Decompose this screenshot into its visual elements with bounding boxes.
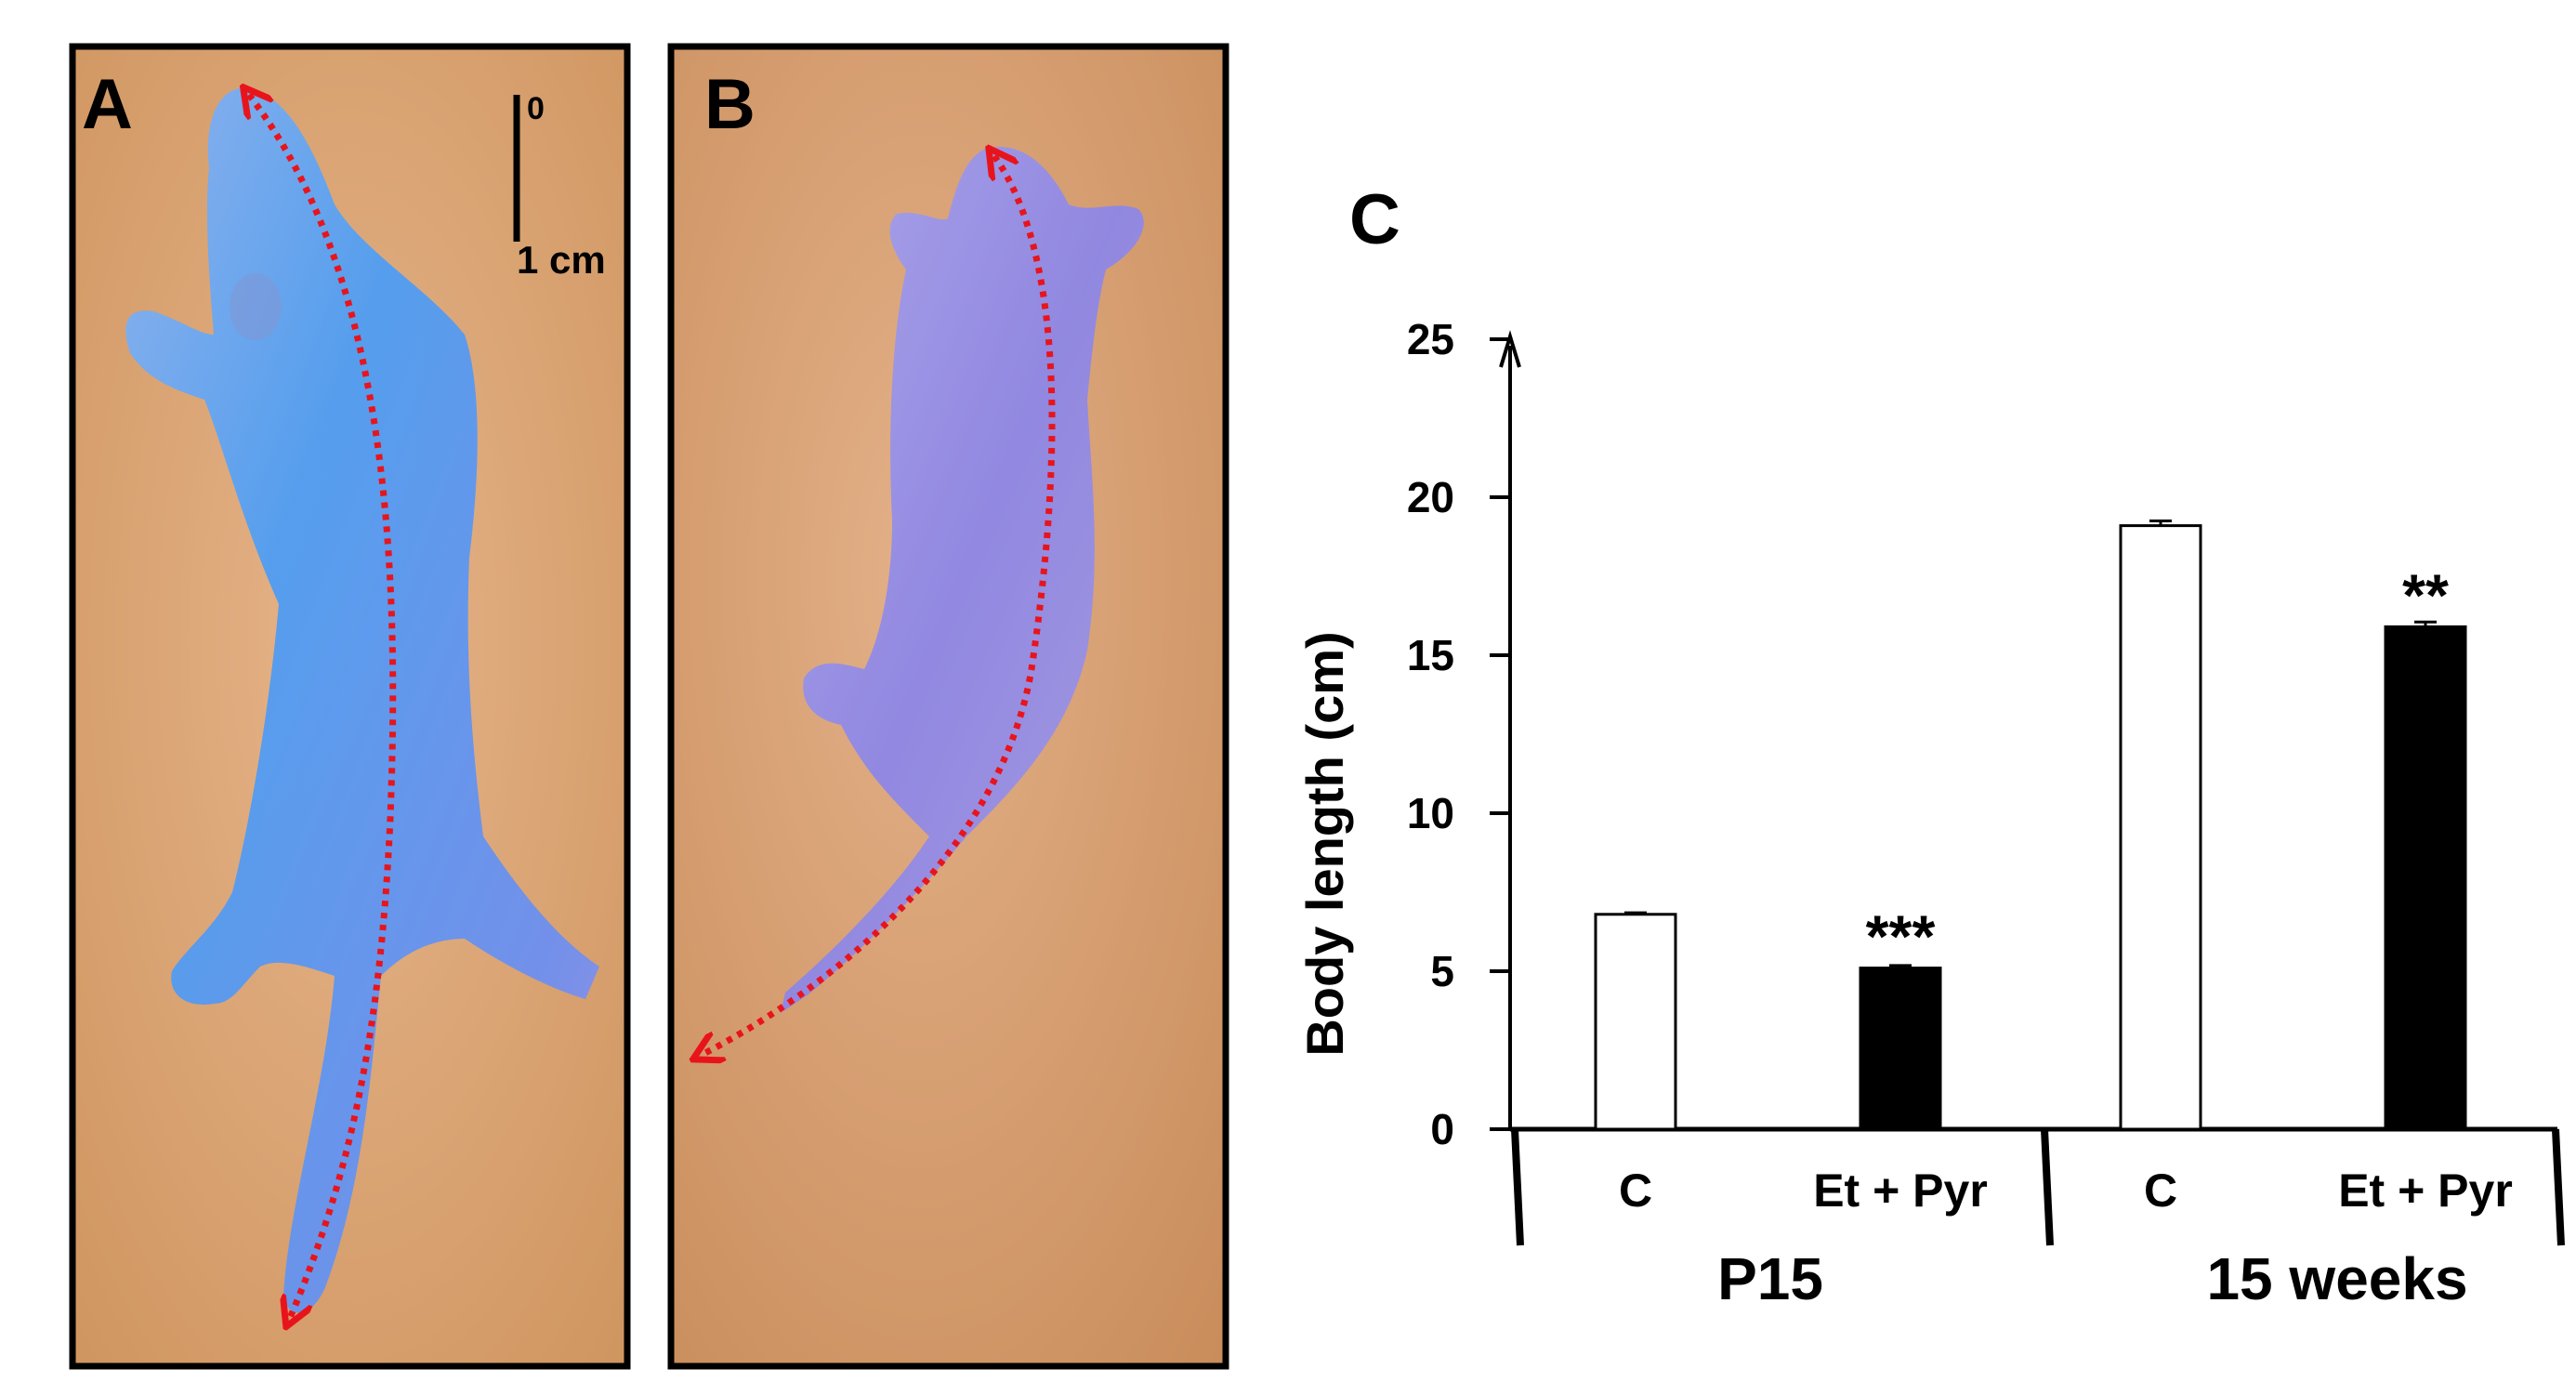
x-category-label: Et + Pyr	[1813, 1165, 1988, 1217]
x-category-label: C	[2144, 1165, 2177, 1217]
significance-marker: **	[2402, 561, 2449, 628]
scale-bar: 0 1 cm	[513, 91, 606, 282]
scale-bar-bottom-label: 1 cm	[517, 238, 606, 282]
bar-chart: 0 5 10 15 20 25 C Et + Pyr *** P15 C Et + Pyr ** 15 w…	[1407, 315, 2565, 1312]
mouse-b-length-arrow	[702, 156, 1056, 1055]
y-tick-label: 10	[1407, 789, 1454, 837]
y-axis-label: Body length (cm)	[1295, 631, 1354, 1056]
y-tick-label: 0	[1430, 1105, 1454, 1153]
x-axis-group-divider	[2552, 1128, 2565, 1246]
x-group-label: 15 weeks	[2206, 1245, 2467, 1312]
panel-c-label: C	[1349, 180, 1400, 259]
panel-c: C Body length (cm) 0 5 10 15 20 25 C Et + Pyr **…	[1295, 180, 2565, 1312]
panel-b: B	[667, 43, 1229, 1370]
mouse-a-length-arrow	[249, 95, 397, 1318]
y-axis-arrowhead	[1499, 330, 1521, 368]
y-tick-label: 20	[1407, 473, 1454, 521]
scale-bar-top-label: 0	[527, 91, 545, 126]
bar	[1594, 913, 1677, 1131]
bar	[1859, 967, 1942, 1131]
bar	[2119, 524, 2202, 1131]
x-axis-group-divider	[1511, 1128, 1524, 1246]
panel-a: A 0 1 cm	[69, 43, 631, 1370]
bar	[2384, 625, 2467, 1131]
panel-a-label: A	[82, 65, 133, 144]
x-category-label: C	[1619, 1165, 1652, 1217]
x-axis-group-divider	[2041, 1128, 2054, 1246]
panel-b-label: B	[704, 65, 756, 144]
x-category-label: Et + Pyr	[2338, 1165, 2513, 1217]
x-group-label: P15	[1717, 1245, 1823, 1312]
y-tick-label: 5	[1430, 947, 1454, 995]
y-tick-label: 25	[1407, 315, 1454, 363]
significance-marker: ***	[1866, 903, 1936, 970]
y-tick-label: 15	[1407, 631, 1454, 679]
